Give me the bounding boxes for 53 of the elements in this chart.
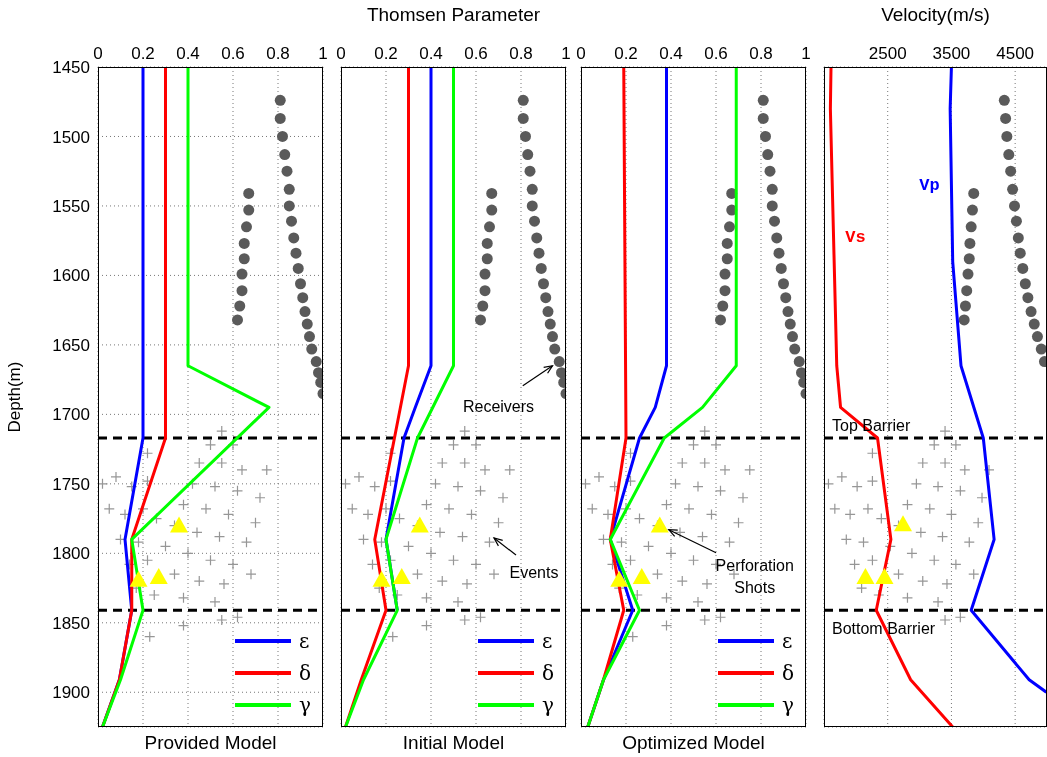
legend-label: ε [781, 628, 793, 655]
chart-title: Thomsen Parameter [365, 4, 542, 26]
y-axis-title: Depth(m) [5, 361, 25, 433]
legend-label: δ [541, 660, 554, 687]
chart-title: Velocity(m/s) [880, 4, 991, 26]
x-tick-label: 0.6 [704, 44, 728, 63]
y-tick-label: 1800 [52, 544, 90, 564]
legend-label: γ [298, 692, 311, 719]
y-tick-label: 1550 [52, 196, 90, 216]
legend-label: ε [298, 628, 310, 655]
x-tick-label: 0.8 [509, 44, 533, 63]
x-tick-label: 1 [318, 44, 328, 63]
x-tick-label: 1 [801, 44, 811, 63]
x-tick-label: 4500 [996, 44, 1035, 63]
x-tick-label: 0.8 [749, 44, 773, 63]
legend-label: γ [781, 692, 794, 719]
legend-label: ε [541, 628, 553, 655]
x-tick-label: 2500 [868, 44, 907, 63]
y-tick-label: 1650 [52, 335, 90, 355]
x-tick-label: 0.8 [266, 44, 290, 63]
x-tick-label: 0.6 [464, 44, 488, 63]
x-tick-label: 3500 [932, 44, 971, 63]
y-tick-label: 1700 [52, 405, 90, 425]
annotation: Receivers [462, 397, 535, 415]
x-tick-label: 0 [93, 44, 103, 63]
ref-line-label: Top Barrier [832, 416, 911, 434]
y-tick-label: 1900 [52, 683, 90, 703]
annotation: Events [509, 564, 559, 582]
x-tick-label: 0 [336, 44, 346, 63]
y-tick-label: 1600 [52, 266, 90, 286]
series-label: Vs [845, 228, 866, 248]
annotation: Perforation Shots [715, 556, 794, 596]
legend-label: γ [541, 692, 554, 719]
ref-line-label: Bottom Barrier [832, 620, 936, 638]
x-tick-label: 0.4 [659, 44, 683, 63]
legend-label: δ [781, 660, 794, 687]
x-tick-label: 0 [576, 44, 586, 63]
x-tick-label: 0.2 [131, 44, 155, 63]
series-label: Vp [919, 176, 940, 196]
y-tick-label: 1850 [52, 613, 90, 633]
x-tick-label: 0.4 [419, 44, 443, 63]
x-tick-label: 0.2 [614, 44, 638, 63]
y-tick-label: 1750 [52, 474, 90, 494]
x-axis-title: Initial Model [401, 732, 506, 754]
x-tick-label: 0.4 [176, 44, 200, 63]
x-axis-title: Optimized Model [621, 732, 766, 754]
y-tick-label: 1500 [52, 127, 90, 147]
x-tick-label: 1 [561, 44, 571, 63]
x-axis-title: Provided Model [143, 732, 278, 754]
legend-label: δ [298, 660, 311, 687]
y-tick-label: 1450 [52, 58, 90, 78]
x-tick-label: 0.2 [374, 44, 398, 63]
x-tick-label: 0.6 [221, 44, 245, 63]
